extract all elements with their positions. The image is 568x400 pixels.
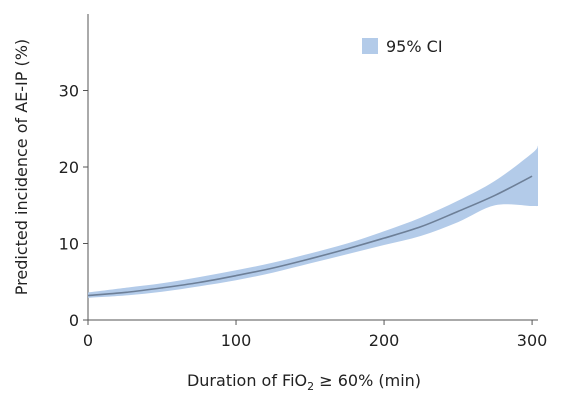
y-tick-label: 30 bbox=[59, 82, 79, 101]
x-axis-label-suffix: ≥ 60% (min) bbox=[314, 371, 421, 390]
x-tick-label: 300 bbox=[517, 331, 548, 350]
y-axis-label: Predicted incidence of AE-IP (%) bbox=[12, 39, 31, 295]
legend-label-ci: 95% CI bbox=[386, 37, 443, 56]
axes bbox=[87, 14, 538, 321]
series-layer bbox=[87, 175, 533, 297]
x-axis-ticks: 0 100 200 300 bbox=[83, 320, 547, 350]
x-axis-label-prefix: Duration of FiO bbox=[187, 371, 307, 390]
legend-swatch-ci bbox=[362, 38, 378, 54]
ci-band bbox=[88, 145, 538, 298]
legend: 95% CI bbox=[362, 37, 443, 56]
y-tick-label: 20 bbox=[59, 158, 79, 177]
y-tick-label: 0 bbox=[69, 311, 79, 330]
x-axis-label-subscript: 2 bbox=[307, 380, 314, 393]
x-tick-label: 0 bbox=[83, 331, 93, 350]
series-line-predicted-incidence bbox=[87, 175, 533, 297]
ci-band-layer bbox=[88, 145, 538, 298]
y-tick-label: 10 bbox=[59, 235, 79, 254]
x-tick-label: 100 bbox=[221, 331, 252, 350]
y-axis-ticks: 0 10 20 30 bbox=[59, 82, 88, 330]
x-tick-label: 200 bbox=[369, 331, 400, 350]
x-axis-label: Duration of FiO2 ≥ 60% (min) bbox=[187, 371, 421, 393]
